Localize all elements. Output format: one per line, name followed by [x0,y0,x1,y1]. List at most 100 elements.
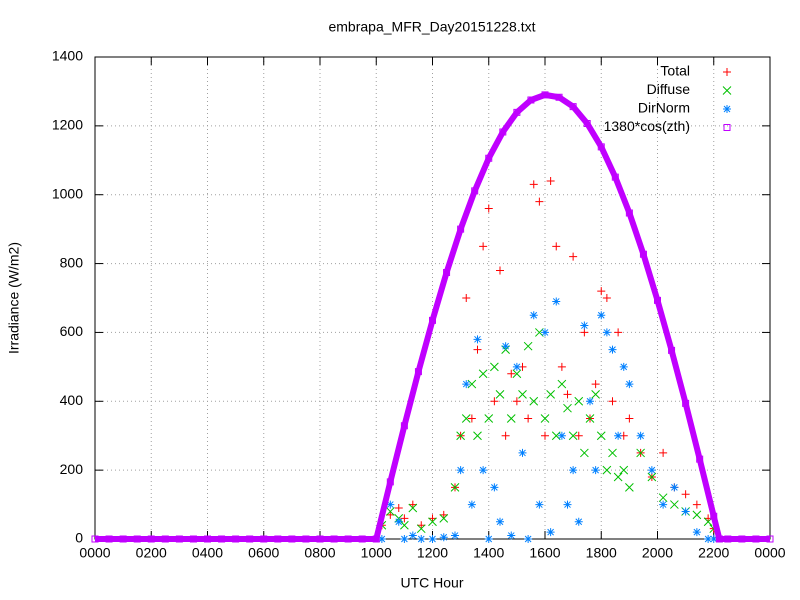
y-tick-label: 400 [60,392,84,408]
point [490,397,499,406]
point [479,466,488,475]
point [501,342,510,351]
point [574,517,583,526]
point [456,466,465,475]
point [710,512,718,520]
point [512,397,521,406]
point [462,380,471,389]
y-tick-label: 1400 [52,48,83,64]
point [569,252,578,261]
point [591,390,600,399]
point [428,517,437,527]
point [175,535,183,543]
point [766,535,774,543]
point [507,369,516,378]
point [499,128,507,136]
point [614,431,623,440]
point [597,287,606,296]
point [597,143,605,151]
point [591,466,600,475]
point [386,478,394,486]
point [429,316,436,324]
point [524,414,533,423]
x-tick-label: 1200 [417,545,448,561]
point [540,414,550,423]
point [529,180,538,189]
point [574,396,584,406]
point [569,103,577,111]
point [330,535,338,543]
legend-marker [723,68,731,76]
point [358,535,366,543]
point [501,431,510,440]
point [555,93,563,101]
point [585,414,595,423]
point [625,209,633,217]
point [471,187,479,195]
point [586,397,594,406]
point [574,431,583,440]
point [417,535,426,543]
point [513,108,521,116]
point [523,341,533,351]
point [512,362,521,371]
x-tick-label: 0600 [248,545,279,561]
point [473,345,482,354]
point [428,535,437,543]
point [414,368,422,376]
point [546,390,555,399]
point [428,514,437,523]
point [400,514,409,523]
point [490,483,499,492]
point [670,500,679,509]
point [147,535,155,543]
point [529,311,538,320]
x-tick-label: 1000 [361,545,392,561]
point [416,524,426,534]
point [597,311,606,320]
point [400,520,409,530]
point [512,369,522,379]
point [709,535,718,543]
point [602,328,611,337]
point [473,335,482,344]
point [386,510,395,519]
point [527,96,535,104]
point [484,204,493,213]
point [625,483,634,492]
point [507,531,516,540]
point [647,472,657,482]
x-tick-label: 0800 [304,545,335,561]
point [681,507,690,516]
point [439,533,448,542]
point [552,242,561,251]
point [658,493,668,503]
legend-marker [723,124,731,131]
point [133,535,141,543]
point [478,369,488,379]
point [377,535,386,543]
point [541,91,549,99]
point [580,448,589,458]
point [408,531,417,540]
point [563,403,572,413]
point [451,531,459,540]
point [546,528,555,537]
point [105,535,113,543]
x-tick-label: 1400 [473,545,504,561]
point [529,396,539,406]
point [490,362,499,372]
point [752,535,760,543]
y-tick-label: 600 [60,323,84,339]
point [91,535,99,543]
point [692,510,702,520]
point [619,362,628,371]
point [479,242,488,251]
point [161,535,169,543]
point [535,500,544,509]
point [614,328,623,337]
legend-label: Diffuse [647,81,691,97]
point [485,154,493,162]
point [496,266,504,275]
